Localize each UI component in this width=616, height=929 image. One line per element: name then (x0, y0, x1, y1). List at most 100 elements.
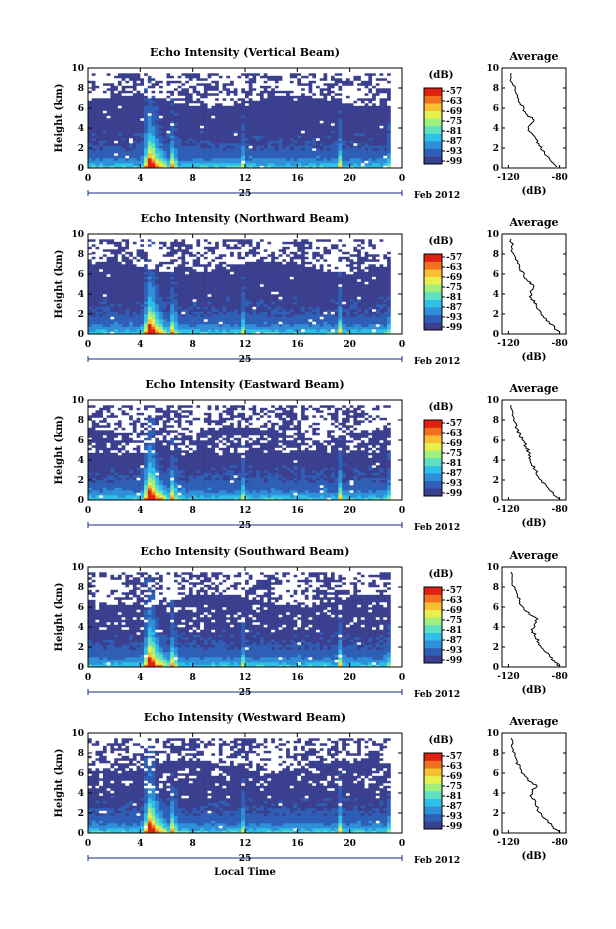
heatmap-cell (323, 70, 328, 74)
heatmap-cell (345, 85, 350, 89)
heatmap-cell (248, 158, 253, 161)
heatmap-cell (278, 113, 283, 116)
heatmap-cell (185, 269, 190, 272)
heatmap-cell (211, 254, 216, 257)
heatmap-cell (230, 319, 235, 322)
heatmap-cell (226, 120, 231, 124)
heatmap-cell (308, 83, 313, 86)
heatmap-cell (282, 93, 287, 96)
heatmap-cell (144, 133, 149, 136)
heatmap-cell (267, 98, 272, 101)
heatmap-cell (360, 128, 365, 131)
heatmap-cell (159, 90, 164, 94)
heatmap-cell (136, 75, 141, 79)
heatmap-cell (226, 316, 231, 320)
heatmap-cell (379, 113, 384, 116)
heatmap-cell (230, 85, 235, 89)
heatmap-cell (155, 261, 160, 265)
heatmap-cell (319, 150, 324, 154)
heatmap-cell (91, 289, 96, 292)
heatmap-cell (207, 88, 212, 91)
heatmap-cell (155, 95, 160, 99)
heatmap-cell (102, 314, 107, 317)
heatmap-cell (387, 80, 392, 84)
heatmap-cell (245, 138, 250, 141)
heatmap-cell (129, 100, 134, 104)
heatmap-cell (312, 98, 317, 101)
heatmap-cell (114, 299, 119, 302)
heatmap-cell (375, 80, 380, 84)
heatmap-cell (173, 98, 179, 101)
heatmap-cell (159, 256, 164, 260)
colorbar-tick-label: -93 (446, 147, 462, 157)
heatmap-cell (338, 73, 343, 76)
heatmap-cell (192, 289, 197, 292)
heatmap-cell (308, 133, 313, 136)
heatmap-cell (282, 80, 287, 84)
heatmap-cell (110, 75, 115, 79)
heatmap-cell (192, 110, 197, 114)
heatmap-cell (159, 123, 164, 126)
heatmap-cell (226, 78, 231, 81)
heatmap-cell (188, 274, 193, 277)
heatmap-cell (173, 148, 179, 151)
heatmap-cell (196, 306, 201, 310)
heatmap-cell (230, 321, 235, 325)
heatmap-cell (323, 85, 328, 89)
heatmap-cell (102, 93, 107, 96)
heatmap-cell (383, 133, 388, 136)
heatmap-cell (207, 304, 212, 307)
heatmap-cell (188, 266, 193, 270)
heatmap-cell (245, 113, 250, 116)
heatmap-cell (319, 118, 324, 121)
heatmap-cell (177, 95, 182, 99)
heatmap-cell (91, 145, 96, 149)
heatmap-cell (125, 246, 130, 250)
heatmap-cell (222, 326, 227, 330)
heatmap-cell (215, 93, 220, 96)
heatmap-cell (387, 138, 392, 141)
heatmap-cell (95, 286, 100, 290)
heatmap-cell (102, 138, 107, 141)
heatmap-cell (222, 93, 227, 96)
heatmap-cell (226, 165, 231, 169)
heatmap-cell (342, 138, 347, 141)
heatmap-cell (349, 88, 354, 91)
heatmap-cell (293, 108, 298, 111)
heatmap-cell (155, 316, 160, 320)
heatmap-cell (330, 68, 336, 71)
heatmap-cell (129, 304, 134, 307)
heatmap-cell (327, 153, 332, 156)
heatmap-cell (151, 316, 156, 320)
heatmap-cell (173, 276, 179, 280)
heatmap-cell (383, 165, 388, 169)
heatmap-cell (159, 259, 164, 262)
heatmap-cell (114, 264, 119, 267)
heatmap-cell (181, 155, 186, 159)
heatmap-cell (185, 128, 190, 131)
heatmap-cell (177, 160, 182, 164)
heatmap-cell (274, 145, 279, 149)
heatmap-cell (379, 88, 384, 91)
heatmap-cell (95, 155, 100, 159)
heatmap-cell (297, 140, 302, 144)
heatmap-cell (114, 331, 119, 335)
heatmap-cell (125, 234, 130, 237)
heatmap-cell (252, 108, 257, 111)
heatmap-cell (121, 236, 126, 240)
heatmap-cell (245, 78, 250, 81)
heatmap-cell (151, 133, 156, 136)
heatmap-cell (357, 120, 362, 124)
heatmap-cell (188, 284, 193, 287)
heatmap-cell (274, 130, 279, 134)
heatmap-cell (159, 321, 164, 325)
heatmap-cell (222, 105, 227, 109)
heatmap-cell (114, 73, 119, 76)
heatmap-cell (383, 148, 388, 151)
heatmap-cell (125, 78, 130, 81)
heatmap-cell (125, 326, 130, 330)
heatmap-cell (372, 103, 377, 106)
heatmap-cell (117, 140, 122, 144)
heatmap-cell (185, 70, 190, 74)
heatmap-cell (125, 103, 130, 106)
